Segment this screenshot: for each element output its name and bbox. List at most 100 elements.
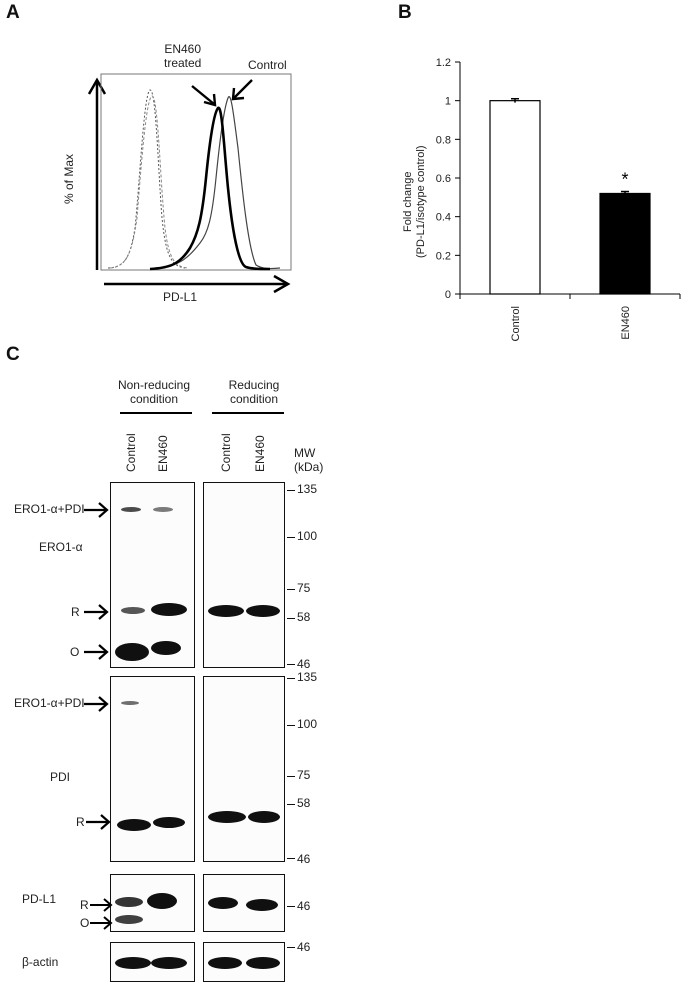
mw-header-line1: MW (294, 446, 316, 460)
panel-c-label: C (6, 344, 20, 365)
control-pointer-arrowhead (231, 87, 245, 101)
lane-label-control-nonreducing: Control (124, 433, 138, 472)
en460-treated-label-line1: EN460 (164, 42, 202, 56)
ero1-o-band-control (115, 643, 149, 661)
en460-pointer-arrowhead (203, 93, 217, 107)
ero1-mw-tick-46 (287, 664, 295, 666)
ero1-mw-75: 75 (297, 581, 311, 595)
bar-y-tick-label: 0.4 (436, 212, 451, 224)
ero1-r-band-en460 (151, 603, 187, 616)
pdl1-o-label: O (80, 916, 90, 930)
ero1-mw-58: 58 (297, 610, 311, 624)
pdl1-protein-label: PD-L1 (22, 892, 57, 906)
pdi-r-band-control (117, 819, 151, 831)
pdl1-o-band-control (115, 915, 143, 924)
reducing-header: Reducing condition (204, 378, 304, 406)
bar-y-axis-label-line2: (PD-L1/isotype control) (415, 145, 427, 259)
en460-treated-label-line2: treated (164, 56, 202, 70)
lane-label-en460-reducing: EN460 (253, 435, 267, 472)
pdl1-mw-tick-46 (287, 906, 295, 908)
non-reducing-header-line1: Non-reducing (117, 378, 191, 392)
mw-header-line2: (kDa) (294, 460, 324, 474)
ero1-complex-band-en460 (153, 507, 173, 512)
pdi-mw-58: 58 (297, 796, 311, 810)
ero1-o-label: O (70, 645, 80, 659)
pdi-r-band-en460 (153, 817, 185, 828)
ero1-blot-reducing (203, 482, 285, 668)
lane-label-en460-nonreducing: EN460 (156, 435, 170, 472)
pdi-mw-tick-58 (287, 804, 295, 806)
flow-histogram (87, 73, 292, 294)
isotype-control-curve (107, 89, 186, 269)
pdi-arrows (84, 696, 111, 830)
pdi-blot-reducing (203, 676, 285, 862)
lane-label-control-reducing: Control (219, 433, 233, 472)
reducing-underline (212, 412, 284, 414)
isotype-treated-curve (109, 95, 189, 269)
non-reducing-header-line2: condition (129, 392, 179, 406)
ero1-mw-tick-100 (287, 537, 295, 539)
pdl1-mw-46: 46 (297, 899, 311, 913)
ero1-complex-arrow (84, 502, 109, 518)
ero1-complex-label: ERO1-α+PDI (14, 502, 85, 516)
pdi-r-label: R (76, 815, 85, 829)
non-reducing-underline (120, 412, 192, 414)
ero1-o-band-en460 (151, 641, 181, 655)
bar-y-tick-label: 0.6 (436, 173, 451, 185)
bar-category-label: EN460 (620, 306, 632, 340)
ero1-arrows (84, 502, 109, 660)
significance-asterisk: * (621, 169, 628, 189)
pdi-r-arrow (86, 814, 111, 830)
pdi-mw-tick-75 (287, 776, 295, 778)
ero1-r-band-control-reducing (208, 605, 244, 617)
pdl1-arrows (90, 898, 113, 930)
ero1-r-label: R (71, 605, 80, 619)
bar-y-axis-label: Fold change (PD-L1/isotype control) (402, 146, 428, 259)
actin-mw-46: 46 (297, 940, 311, 954)
bar-control (489, 100, 541, 295)
pdl1-r-label: R (80, 898, 89, 912)
ero1-mw-tick-135 (287, 490, 295, 492)
control-pointer-arrow (233, 79, 253, 99)
pdl1-blot-nonreducing (110, 874, 195, 932)
bar-y-tick-label: 0.2 (436, 250, 451, 262)
actin-band-en460 (151, 957, 187, 969)
ero1-r-arrow (84, 604, 109, 620)
pdi-mw-46: 46 (297, 852, 311, 866)
ero1-r-band-control (121, 607, 145, 614)
ero1-o-arrow (84, 644, 109, 660)
pdi-protein-label: PDI (50, 770, 71, 784)
reducing-header-line2: condition (229, 392, 279, 406)
pdl1-o-arrow (90, 916, 113, 930)
pdi-mw-tick-100 (287, 725, 295, 727)
pdi-band-en460-reducing (248, 811, 280, 823)
non-reducing-header: Non-reducing condition (104, 378, 204, 406)
pdi-mw-tick-46 (287, 858, 295, 860)
bar-chart: 0 0.2 0.4 0.6 0.8 1 1.2 Control EN460 * (436, 57, 681, 341)
pdl1-band-en460-reducing (246, 899, 278, 911)
bar-y-axis-label-line1: Fold change (402, 171, 414, 233)
actin-blot-nonreducing (110, 942, 195, 982)
actin-mw-tick-46 (287, 947, 295, 949)
pdi-mw-tick-135 (287, 678, 295, 680)
ero1-mw-tick-75 (287, 589, 295, 591)
ero1-blot-nonreducing (110, 482, 195, 668)
bar-y-tick-label: 0.8 (436, 134, 451, 146)
ero1-mw-tick-58 (287, 618, 295, 620)
pdi-complex-label: ERO1-α+PDI (14, 696, 85, 710)
actin-band-en460-reducing (246, 957, 280, 969)
actin-band-control (115, 957, 151, 969)
ero1-mw-46: 46 (297, 657, 311, 671)
mw-header: MW (kDa) (294, 446, 323, 474)
pdl1-blot-reducing (203, 874, 285, 932)
en460-pointer-arrow (191, 85, 215, 105)
actin-blot-reducing (203, 942, 285, 982)
pdi-complex-band-control (121, 701, 139, 705)
ero1-mw-135: 135 (297, 482, 318, 496)
ero1-complex-band-control (121, 507, 141, 512)
flow-x-axis-label: PD-L1 (163, 290, 198, 304)
pdl1-band-control-reducing (208, 897, 238, 909)
ero1-r-band-en460-reducing (246, 605, 280, 617)
panel-b-label: B (398, 2, 412, 23)
ero1-protein-label: ERO1-α (39, 540, 83, 554)
